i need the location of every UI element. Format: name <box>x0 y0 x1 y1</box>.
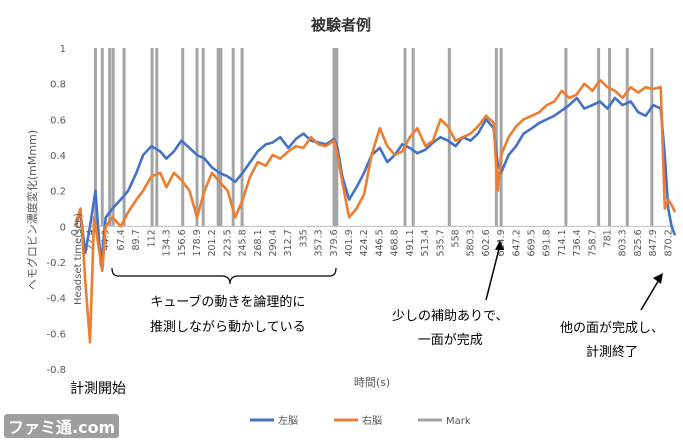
x-tick-label: 134.3 <box>162 229 173 256</box>
x-tick-label: 357.3 <box>314 229 325 256</box>
x-tick-label: 714.1 <box>557 229 568 256</box>
annotation-helped-text: 少しの補助ありで、 一面が完成 <box>392 305 508 353</box>
y-tick-label: -0.6 <box>46 329 66 340</box>
annotation-start: 計測開始 <box>70 381 126 397</box>
x-tick-label: 535.7 <box>435 229 446 256</box>
x-tick-label: 491.1 <box>405 229 416 256</box>
x-tick-label: 44.9 <box>101 229 112 250</box>
x-tick-label: 22.4 <box>85 229 96 250</box>
x-tick-label: 513.4 <box>420 229 431 256</box>
x-tick-label: 290.4 <box>268 229 279 256</box>
annotation-predict-text: キューブの動きを論理的に 推測しながら動かしている <box>150 290 306 340</box>
x-tick-label: 0 <box>70 229 81 235</box>
x-tick-label: 223.5 <box>222 229 233 256</box>
chart-title: 被験者例 <box>311 16 371 34</box>
x-tick-label: 268.1 <box>253 229 264 256</box>
site-logo: ファミ通.com <box>4 414 120 438</box>
x-tick-label: 67.4 <box>116 229 127 250</box>
x-tick-labels: 0 22.4 44.9 67.4 89.7 112 134.3 156.6 178.9 201.2… <box>70 229 674 256</box>
y-tick-label: -0.4 <box>46 294 66 305</box>
x-tick-label: 825.6 <box>633 229 644 256</box>
y-tick-label: 0 <box>60 222 66 233</box>
annotation-line: 推測しながら動かしている <box>150 320 306 335</box>
annotation-line: 少しの補助ありで、 <box>392 309 509 324</box>
x-tick-label: 245.8 <box>238 229 249 256</box>
annotation-predict: キューブの動きを論理的に 推測しながら動かしている <box>150 290 306 340</box>
series-lines <box>73 78 677 344</box>
x-tick-label: 201.2 <box>207 229 218 256</box>
x-tick-label: 379.6 <box>329 229 340 256</box>
series-line <box>73 96 677 267</box>
legend-label: Mark <box>446 416 471 427</box>
x-tick-label: 156.6 <box>177 229 188 256</box>
annotation-finished-text: 他の面が完成し、 計測終了 <box>560 317 664 365</box>
x-tick-label: 580.3 <box>466 229 477 256</box>
x-axis-header: Headset time(sec) <box>73 213 84 305</box>
x-tick-label: 602.6 <box>481 229 492 256</box>
x-tick-label: 691.8 <box>542 229 553 256</box>
x-tick-label: 468.8 <box>390 229 401 256</box>
x-tick-label: 89.7 <box>131 229 142 250</box>
x-tick-label: 312.7 <box>283 229 294 256</box>
x-tick-label: 758.7 <box>587 229 598 256</box>
x-tick-label: 870.2 <box>663 229 674 256</box>
annotation-line: 計測終了 <box>586 345 639 360</box>
mark-lines <box>93 48 654 227</box>
legend-label: 右脳 <box>362 414 382 427</box>
annotation-finished: 他の面が完成し、 計測終了 <box>560 317 664 365</box>
y-axis-label: ヘモグロビン濃度変化(mMmm) <box>25 130 39 290</box>
x-tick-label: 669.5 <box>526 229 537 256</box>
legend-label: 左脳 <box>278 414 298 427</box>
y-tick-label: -0.2 <box>46 258 66 269</box>
x-tick-label: 803.3 <box>618 229 629 256</box>
x-tick-label: 178.9 <box>192 229 203 256</box>
y-tick-label: 0.8 <box>50 80 66 91</box>
x-tick-label: 401.9 <box>344 229 355 256</box>
x-tick-label: 624.9 <box>496 229 507 256</box>
x-tick-label: 781 <box>603 229 614 247</box>
y-tick-label: 0.6 <box>50 115 66 126</box>
legend: 左脳 右脳 Mark <box>250 414 471 427</box>
x-tick-label: 736.4 <box>572 229 583 256</box>
x-tick-label: 424.2 <box>359 229 370 256</box>
x-tick-label: 335 <box>298 229 309 247</box>
y-axis-ticks: 1 0.8 0.6 0.4 0.2 0 -0.2 -0.4 -0.6 -0.8 <box>46 44 66 376</box>
y-tick-label: 0.2 <box>50 187 66 198</box>
y-tick-label: -0.8 <box>46 365 66 376</box>
annotation-helped: 少しの補助ありで、 一面が完成 <box>392 305 508 353</box>
annotation-line: 他の面が完成し、 <box>560 321 665 336</box>
x-tick-label: 558 <box>450 229 461 247</box>
series-line <box>73 78 677 344</box>
x-tick-label: 446.5 <box>374 229 385 256</box>
annotation-line: 一面が完成 <box>417 333 483 348</box>
annotation-line: キューブの動きを論理的に <box>150 295 306 310</box>
x-axis-label: 時間(s) <box>354 376 390 389</box>
x-tick-label: 847.9 <box>648 229 659 256</box>
x-tick-label: 647.2 <box>511 229 522 256</box>
y-tick-label: 1 <box>60 44 66 55</box>
x-tick-label: 112 <box>146 229 157 247</box>
y-tick-label: 0.4 <box>50 151 66 162</box>
